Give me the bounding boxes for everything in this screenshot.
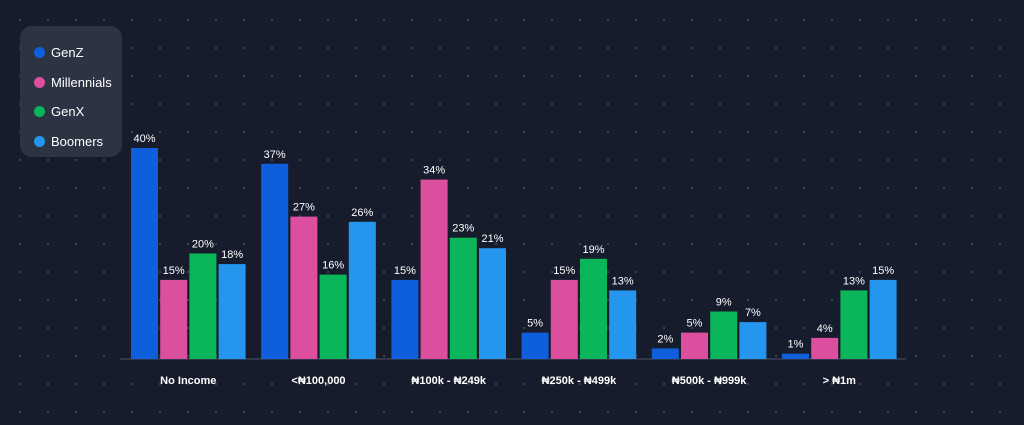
bar-value-label: 9% xyxy=(716,297,732,309)
bar-value-label: 34% xyxy=(423,165,445,177)
value-labels-group: 40% 15% 20% 18% 37% 27% 16% 26% 15% 34% 23% 21% 5% 15… xyxy=(133,133,894,351)
bar-value-label: 37% xyxy=(264,149,286,161)
legend-item-genz[interactable]: GenZ xyxy=(34,38,122,68)
bar-value-label: 5% xyxy=(687,318,703,330)
bar-genz-5 xyxy=(782,353,809,359)
category-labels-group: No Income <₦100,000 ₦100k - ₦249k ₦250k - ₦… xyxy=(160,375,856,387)
bar-value-label: 5% xyxy=(527,318,543,330)
bar-genx-4 xyxy=(710,311,738,359)
legend-dot-icon xyxy=(34,76,45,88)
bar-genz-1 xyxy=(261,163,289,359)
bar-value-label: 16% xyxy=(322,260,344,272)
legend-label: Millennials xyxy=(51,74,112,90)
bar-millennials-2 xyxy=(420,179,448,359)
bar-genx-1 xyxy=(319,274,347,359)
legend-item-millennials[interactable]: Millennials xyxy=(34,68,122,98)
bar-boomers-3 xyxy=(609,290,637,359)
category-label: > ₦1m xyxy=(823,375,857,387)
bar-genz-2 xyxy=(391,279,419,359)
bar-value-label: 7% xyxy=(745,307,761,319)
legend-item-boomers[interactable]: Boomers xyxy=(34,127,122,157)
bar-value-label: 26% xyxy=(351,207,373,219)
bar-genz-0 xyxy=(131,148,158,359)
bar-value-label: 13% xyxy=(612,275,634,287)
bar-value-label: 18% xyxy=(221,249,243,261)
legend-item-genx[interactable]: GenX xyxy=(34,97,122,127)
bar-boomers-4 xyxy=(739,322,767,359)
bar-value-label: 15% xyxy=(394,265,416,277)
bar-boomers-1 xyxy=(348,221,376,359)
legend-dot-icon xyxy=(34,135,45,147)
bar-value-label: 15% xyxy=(163,265,185,277)
bar-genx-2 xyxy=(449,237,477,359)
legend-dot-icon xyxy=(34,47,45,59)
bar-boomers-0 xyxy=(218,264,246,360)
bar-value-label: 27% xyxy=(293,202,315,214)
bar-boomers-5 xyxy=(869,279,897,359)
bar-boomers-2 xyxy=(479,248,506,359)
bar-millennials-0 xyxy=(160,279,188,359)
bar-value-label: 21% xyxy=(481,233,503,245)
bar-millennials-1 xyxy=(290,216,318,359)
category-label: ₦500k - ₦999k xyxy=(672,375,747,387)
legend-dot-icon xyxy=(34,106,45,118)
bars-group xyxy=(131,148,897,360)
bar-value-label: 23% xyxy=(452,223,474,235)
bar-value-label: 20% xyxy=(192,239,214,251)
bar-value-label: 4% xyxy=(817,323,833,335)
bar-genx-0 xyxy=(189,253,217,359)
bar-genx-3 xyxy=(580,258,607,359)
bar-value-label: 15% xyxy=(872,265,894,277)
category-label: No Income xyxy=(160,375,216,387)
category-label: ₦100k - ₦249k xyxy=(411,375,486,387)
bar-value-label: 19% xyxy=(582,244,604,256)
category-label: ₦250k - ₦499k xyxy=(542,375,617,387)
legend-label: Boomers xyxy=(51,133,104,149)
bar-value-label: 1% xyxy=(788,339,804,351)
bar-millennials-3 xyxy=(550,279,578,359)
bar-genx-5 xyxy=(840,290,868,359)
bar-genz-4 xyxy=(651,348,679,359)
legend: GenZ Millennials GenX Boomers xyxy=(20,26,122,157)
legend-label: GenZ xyxy=(51,45,84,61)
bar-value-label: 2% xyxy=(657,333,673,345)
bar-value-label: 13% xyxy=(843,275,865,287)
bar-value-label: 40% xyxy=(133,133,155,145)
bar-millennials-4 xyxy=(681,332,708,359)
category-label: <₦100,000 xyxy=(291,375,345,387)
legend-label: GenX xyxy=(51,104,85,120)
bar-millennials-5 xyxy=(811,337,839,359)
bar-value-label: 15% xyxy=(553,265,575,277)
bar-genz-3 xyxy=(521,332,549,359)
